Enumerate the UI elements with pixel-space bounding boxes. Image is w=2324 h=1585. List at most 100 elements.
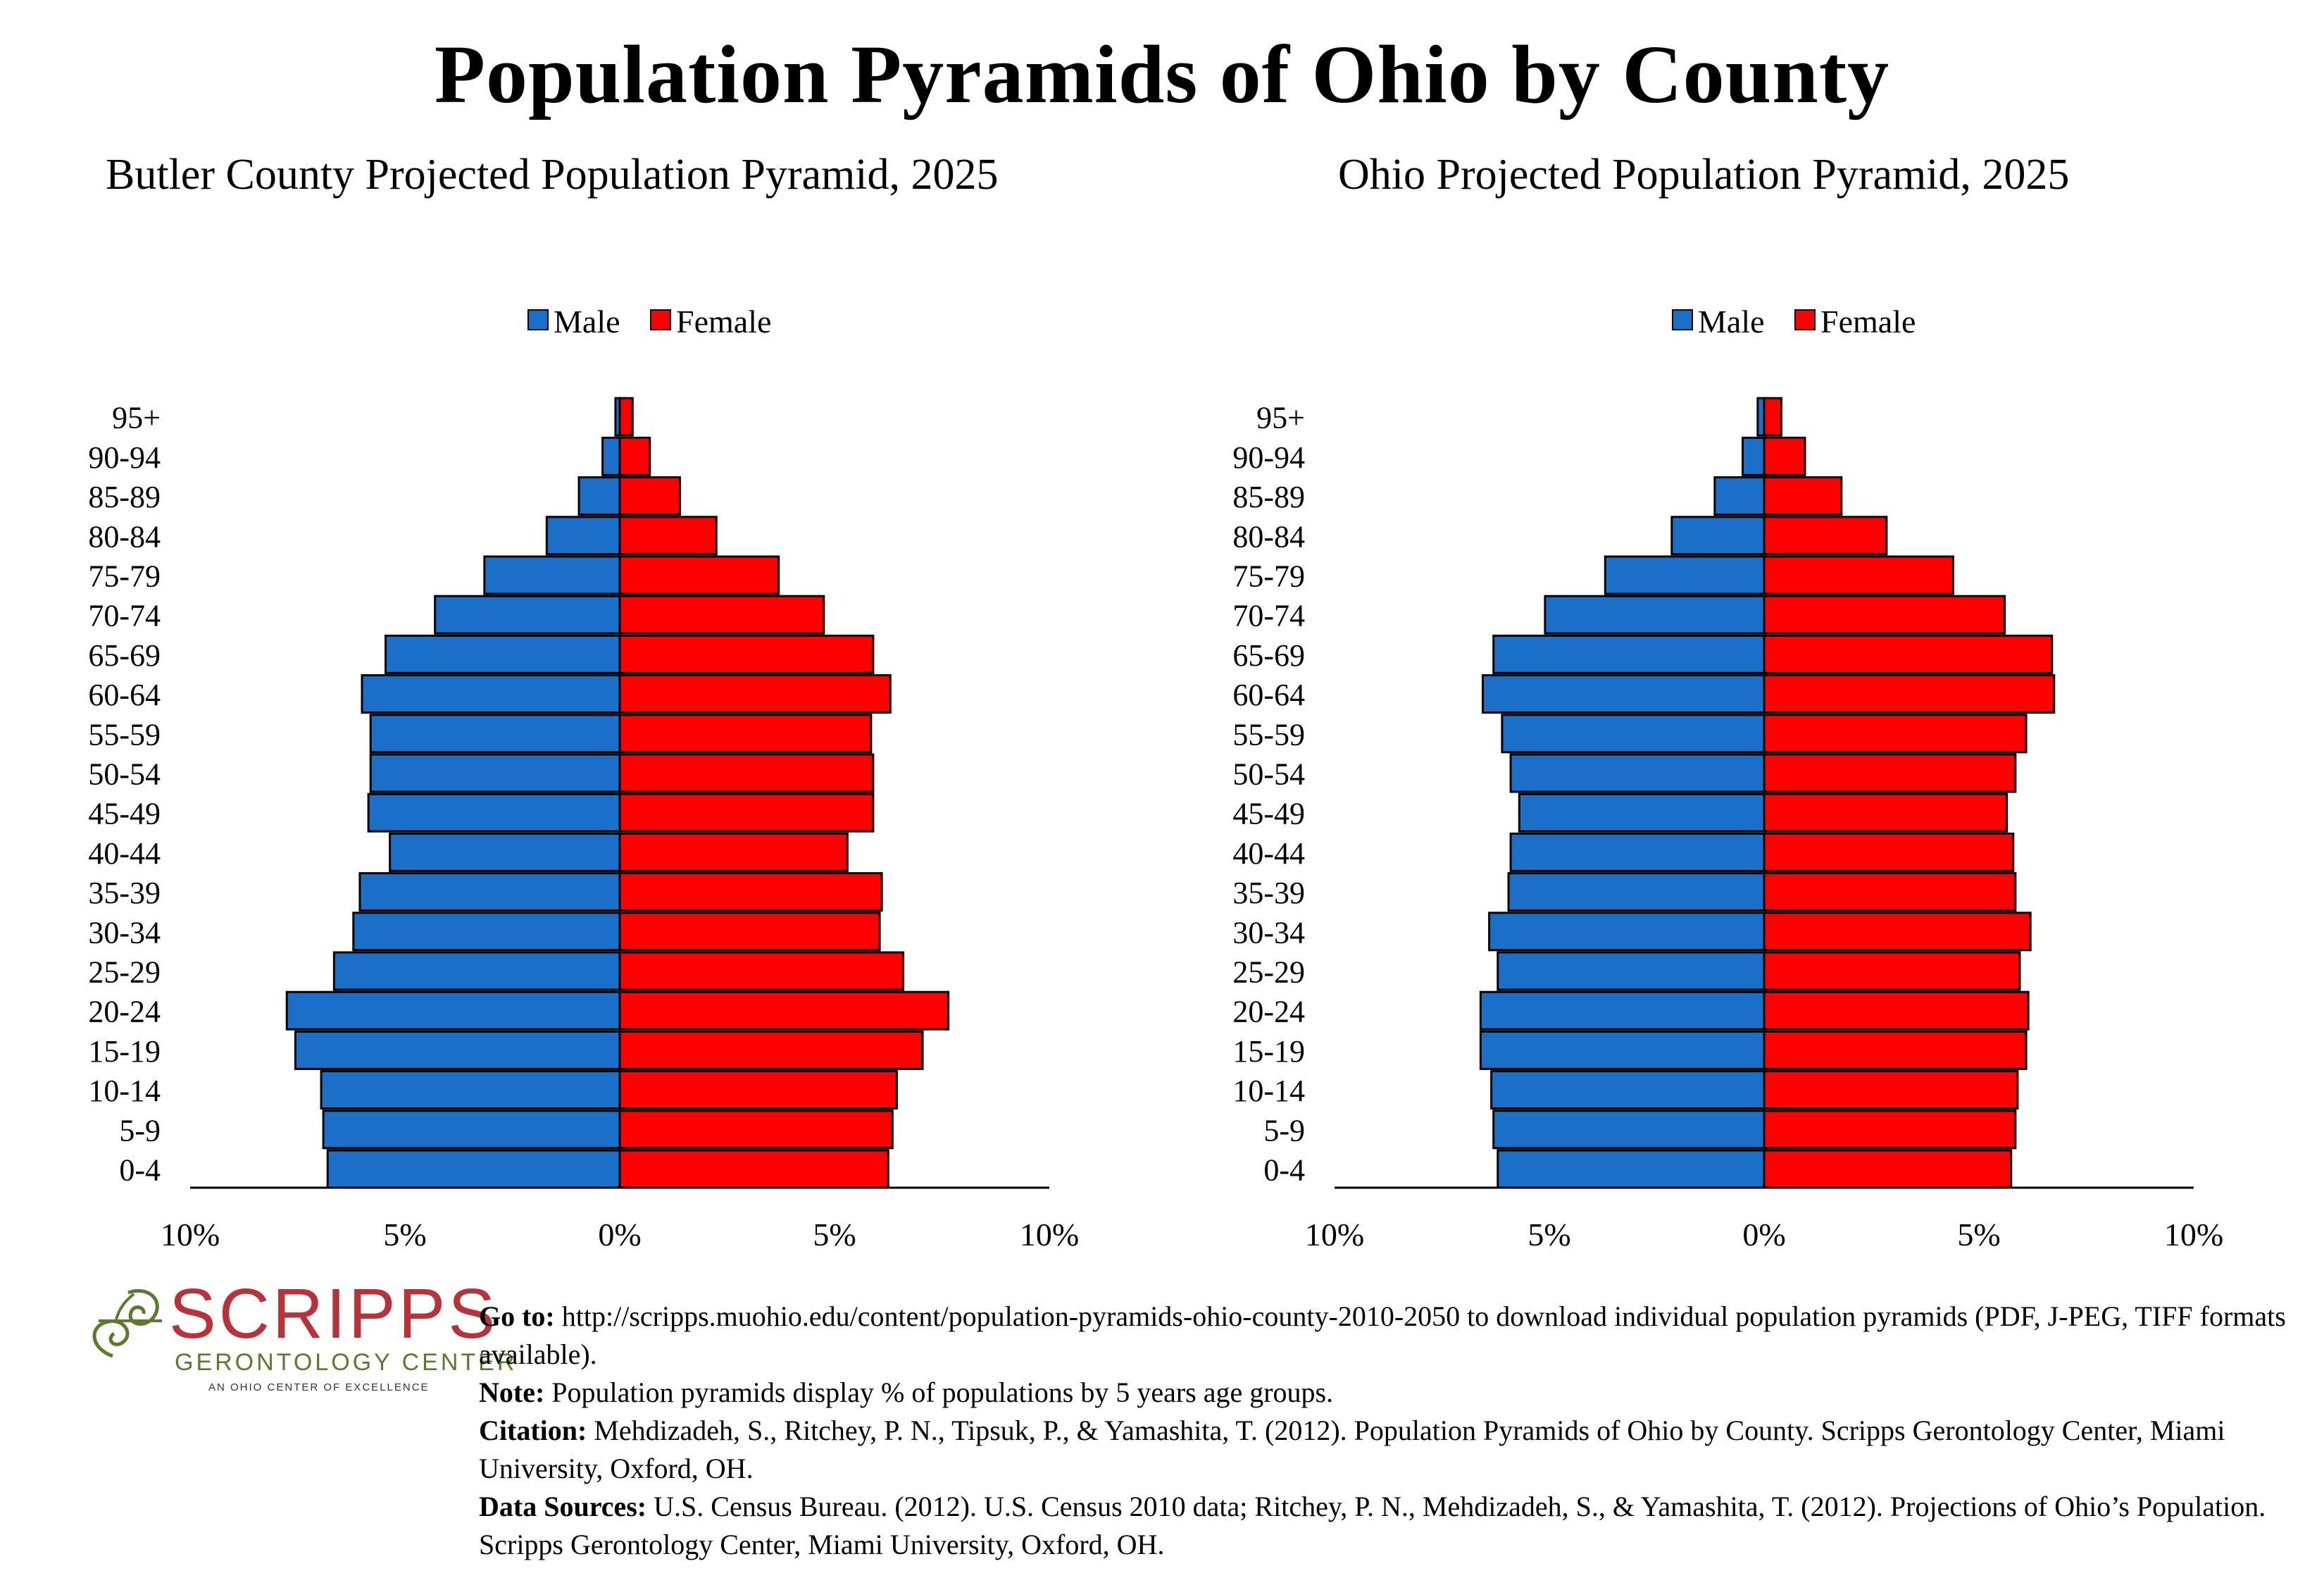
bar-male-40-44 <box>1509 832 1766 872</box>
bar-female-70-74 <box>618 595 825 635</box>
age-label-10-14: 10-14 <box>1232 1074 1305 1108</box>
age-label-40-44: 40-44 <box>1232 836 1305 871</box>
goto-note: Go to: http://scripps.muohio.edu/content… <box>479 1298 2303 1374</box>
bar-female-20-24 <box>1763 990 2030 1031</box>
bar-male-55-59 <box>369 714 621 754</box>
age-label-15-19: 15-19 <box>1232 1034 1305 1069</box>
bar-female-15-19 <box>618 1030 924 1070</box>
charts-canvas: Butler County Projected Population Pyram… <box>88 151 2223 1253</box>
sources-note: Data Sources: U.S. Census Bureau. (2012)… <box>479 1488 2303 1564</box>
bar-female-40-44 <box>1763 832 2015 872</box>
logo-subtitle: GERONTOLOGY CENTER <box>175 1349 518 1376</box>
age-label-20-24: 20-24 <box>88 995 161 1029</box>
age-label-40-44: 40-44 <box>88 836 161 871</box>
bar-male-85-89 <box>577 476 621 516</box>
x-tick-label: 5% <box>1528 1217 1570 1253</box>
bar-female-0-4 <box>618 1149 889 1189</box>
age-label-15-19: 15-19 <box>88 1034 161 1069</box>
scripps-logo-mark-icon <box>92 1288 162 1358</box>
bar-male-45-49 <box>367 792 621 833</box>
bar-male-15-19 <box>294 1030 621 1070</box>
goto-link-text[interactable]: http://scripps.muohio.edu/content/popula… <box>479 1300 2286 1370</box>
age-label-60-64: 60-64 <box>88 678 161 712</box>
citation-note: Citation: Mehdizadeh, S., Ritchey, P. N.… <box>479 1412 2303 1488</box>
bar-female-95+ <box>618 397 634 437</box>
bar-male-80-84 <box>1670 516 1766 556</box>
bar-female-65-69 <box>1763 634 2054 674</box>
bar-female-45-49 <box>1763 792 2008 833</box>
bar-male-25-29 <box>332 951 621 991</box>
citation-text: Mehdizadeh, S., Ritchey, P. N., Tipsuk, … <box>479 1415 2225 1484</box>
pyramid-chart-1: Butler County Projected Population Pyram… <box>88 151 1079 1253</box>
age-label-35-39: 35-39 <box>88 876 161 910</box>
x-tick-label: 10% <box>2164 1217 2223 1253</box>
age-label-80-84: 80-84 <box>1232 519 1305 554</box>
chart-title: Butler County Projected Population Pyram… <box>106 151 998 199</box>
bar-male-70-74 <box>1544 595 1766 635</box>
bar-male-75-79 <box>483 555 621 595</box>
age-label-90-94: 90-94 <box>88 440 161 475</box>
x-tick-label: 0% <box>598 1217 641 1253</box>
bar-female-80-84 <box>1763 516 1888 556</box>
bar-female-50-54 <box>618 753 875 793</box>
note-label: Note: <box>479 1376 545 1408</box>
x-tick-label: 0% <box>1742 1217 1785 1253</box>
bar-male-55-59 <box>1501 714 1766 754</box>
citation-label: Citation: <box>479 1415 587 1446</box>
legend-swatch-female <box>650 309 671 330</box>
bar-female-10-14 <box>1763 1070 2019 1110</box>
age-label-75-79: 75-79 <box>1232 559 1305 594</box>
age-label-10-14: 10-14 <box>88 1074 161 1108</box>
bar-male-15-19 <box>1479 1030 1766 1070</box>
bar-male-0-4 <box>1497 1149 1766 1189</box>
chart-title: Ohio Projected Population Pyramid, 2025 <box>1338 151 2069 199</box>
bar-female-90-94 <box>1763 436 1806 476</box>
legend-swatch-female <box>1794 309 1816 330</box>
bar-male-30-34 <box>352 912 621 952</box>
x-tick-label: 10% <box>1305 1217 1364 1253</box>
legend-swatch-male <box>527 309 549 330</box>
bar-female-90-94 <box>618 436 651 476</box>
age-label-65-69: 65-69 <box>1232 638 1305 673</box>
note-text: Population pyramids display % of populat… <box>551 1376 1334 1408</box>
bar-female-60-64 <box>1763 674 2056 714</box>
bar-male-80-84 <box>545 516 621 556</box>
bar-male-40-44 <box>389 832 621 872</box>
x-tick-label: 10% <box>1020 1217 1079 1253</box>
bar-female-70-74 <box>1763 595 2006 635</box>
age-label-70-74: 70-74 <box>88 599 161 633</box>
bar-female-75-79 <box>1763 555 1954 595</box>
bar-female-40-44 <box>618 832 849 872</box>
bar-female-55-59 <box>1763 714 2028 754</box>
bar-male-35-39 <box>358 872 621 912</box>
age-label-20-24: 20-24 <box>1232 995 1305 1029</box>
bar-male-30-34 <box>1488 912 1766 952</box>
age-label-0-4: 0-4 <box>1263 1153 1305 1188</box>
bar-male-90-94 <box>601 436 621 476</box>
bar-female-55-59 <box>618 714 873 754</box>
bar-male-10-14 <box>320 1070 621 1110</box>
bar-male-10-14 <box>1490 1070 1766 1110</box>
age-label-80-84: 80-84 <box>88 519 161 554</box>
bar-male-45-49 <box>1518 792 1766 833</box>
bar-female-85-89 <box>1763 476 1843 516</box>
bar-female-15-19 <box>1763 1030 2028 1070</box>
bar-female-30-34 <box>618 912 881 952</box>
bar-female-10-14 <box>618 1070 898 1110</box>
bar-male-75-79 <box>1604 555 1766 595</box>
logo-tagline: AN OHIO CENTER OF EXCELLENCE <box>208 1381 430 1393</box>
goto-label: Go to: <box>479 1300 555 1332</box>
age-label-90-94: 90-94 <box>1232 440 1305 475</box>
bar-female-5-9 <box>618 1110 894 1150</box>
age-label-25-29: 25-29 <box>1232 955 1305 990</box>
bar-male-70-74 <box>434 595 621 635</box>
age-label-60-64: 60-64 <box>1232 678 1305 712</box>
bar-male-0-4 <box>326 1149 621 1189</box>
bar-male-65-69 <box>385 634 621 674</box>
legend-swatch-male <box>1672 309 1693 330</box>
bar-female-95+ <box>1763 397 1782 437</box>
age-label-5-9: 5-9 <box>119 1113 161 1148</box>
bar-female-35-39 <box>1763 872 2017 912</box>
bar-male-35-39 <box>1507 872 1766 912</box>
logo-wordmark: SCRIPPS <box>169 1274 499 1353</box>
